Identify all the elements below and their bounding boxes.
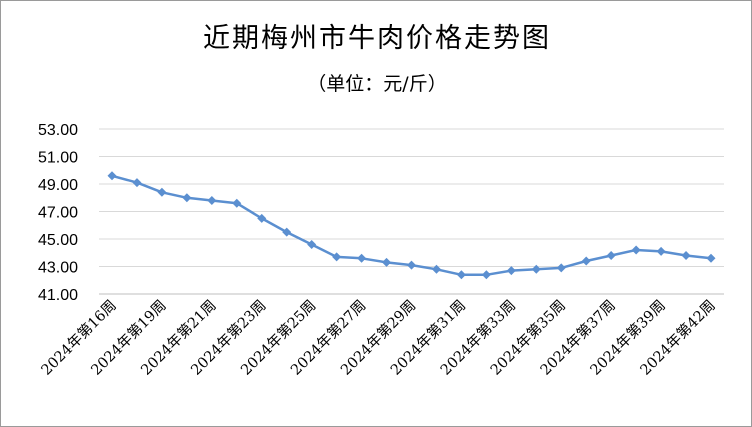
data-point xyxy=(656,246,666,256)
data-point xyxy=(132,178,142,188)
y-axis-tick-labels: 53.00 51.00 49.00 47.00 45.00 43.00 41.00 xyxy=(38,122,78,304)
data-point xyxy=(207,196,217,205)
data-point xyxy=(257,213,267,223)
data-point xyxy=(382,257,392,267)
data-point xyxy=(332,252,342,262)
series-line xyxy=(111,174,712,277)
x-axis-tick-labels: 2024年第16周2024年第19周2024年第21周2024年第23周2024… xyxy=(37,296,719,379)
data-point xyxy=(282,227,292,237)
y-tick-label: 51.00 xyxy=(38,150,78,167)
data-point xyxy=(232,198,242,208)
y-tick-label: 47.00 xyxy=(38,205,78,222)
y-tick-label: 41.00 xyxy=(38,287,78,304)
data-point xyxy=(407,260,416,270)
chart-title: 近期梅州市牛肉价格走势图 xyxy=(203,23,551,54)
data-point xyxy=(481,270,491,280)
data-point xyxy=(556,263,566,273)
chart-subtitle: （单位：元/斤） xyxy=(307,73,446,95)
y-tick-label: 45.00 xyxy=(38,232,78,249)
data-point xyxy=(531,264,541,274)
data-point xyxy=(456,270,466,280)
data-point xyxy=(681,251,691,260)
y-tick-label: 49.00 xyxy=(38,177,78,194)
y-tick-label: 53.00 xyxy=(38,122,78,139)
data-point xyxy=(631,245,641,255)
data-point xyxy=(182,193,192,203)
y-tick-label: 43.00 xyxy=(38,260,78,277)
data-point xyxy=(506,266,516,276)
data-point xyxy=(431,264,441,274)
data-point xyxy=(706,253,716,263)
data-point xyxy=(307,240,317,249)
data-point xyxy=(581,256,591,266)
data-point xyxy=(357,253,367,263)
data-point xyxy=(606,251,616,260)
data-point xyxy=(107,171,117,181)
price-series xyxy=(107,171,716,280)
data-point xyxy=(157,187,167,197)
